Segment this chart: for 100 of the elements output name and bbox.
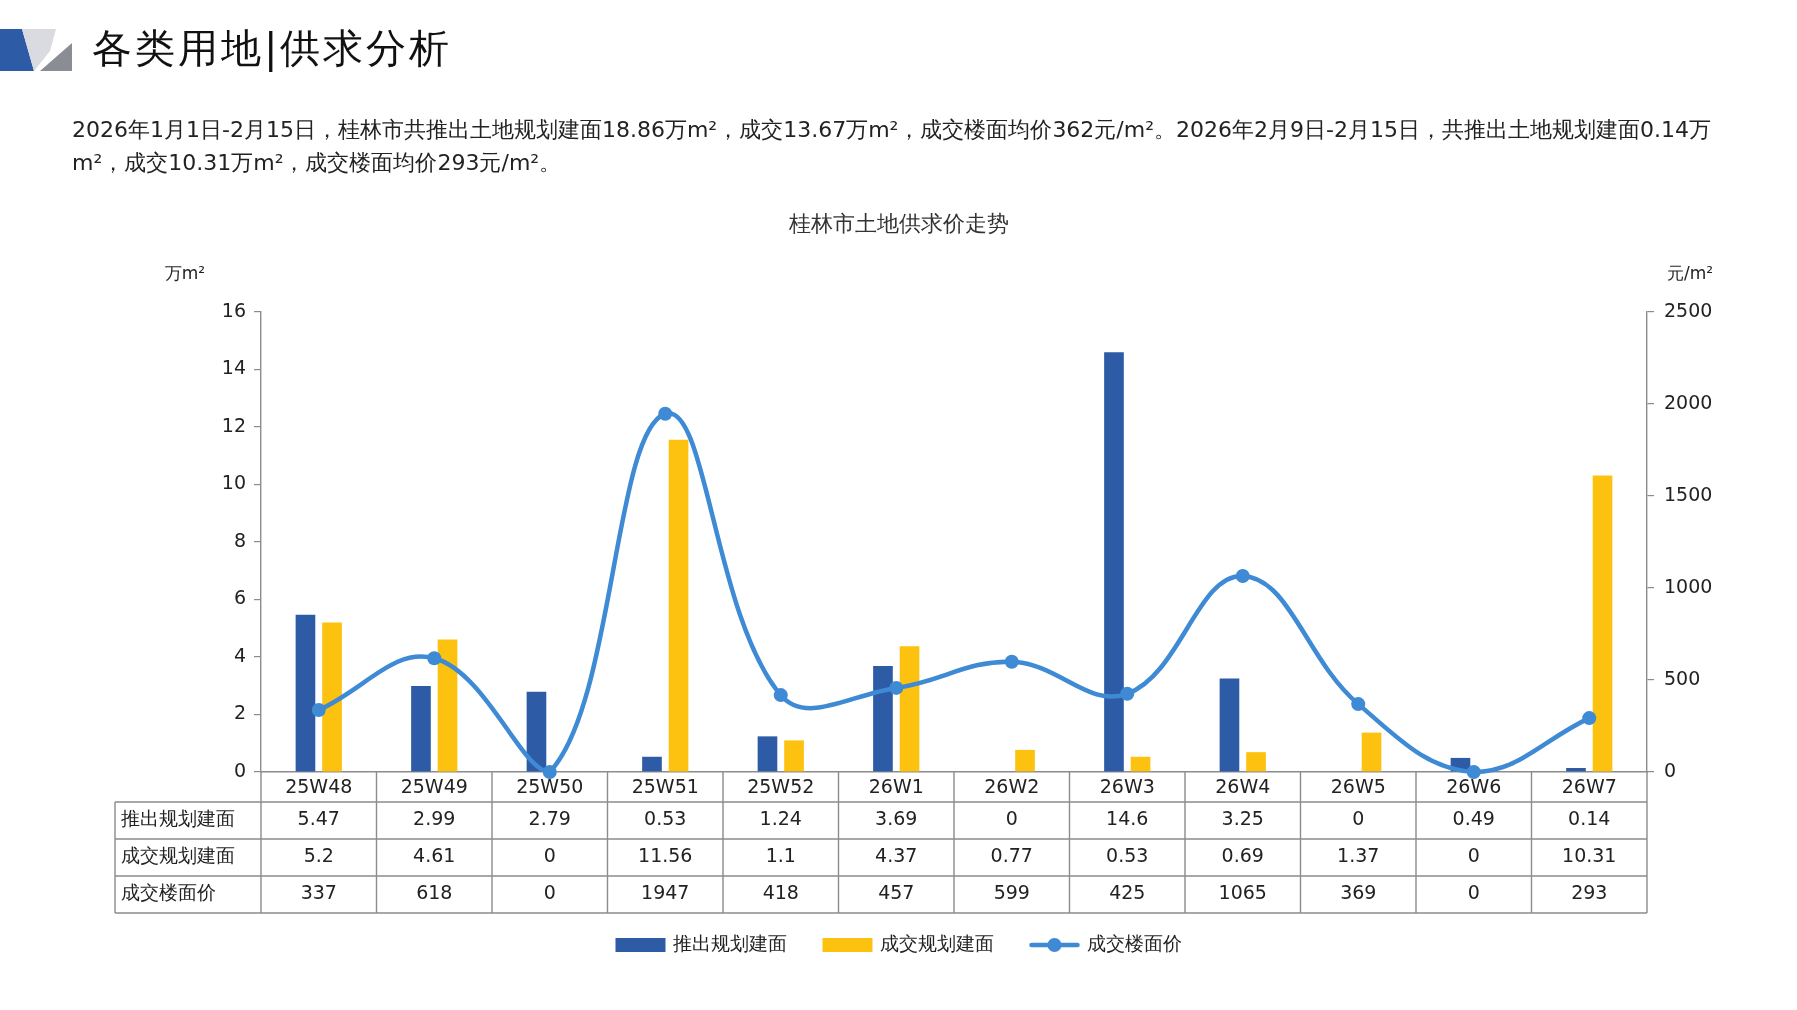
data-label: 0 (1005, 807, 1018, 830)
x-tick-label: 26W5 (1330, 775, 1386, 798)
bar (784, 740, 804, 772)
x-tick-label: 25W48 (285, 775, 353, 798)
y-tick-label: 6 (233, 586, 246, 609)
x-tick-label: 26W3 (1099, 775, 1155, 798)
data-label: 5.2 (303, 844, 334, 867)
y2-tick-label: 0 (1664, 758, 1677, 781)
data-label: 14.6 (1106, 807, 1149, 830)
point (1004, 654, 1019, 669)
y-tick-label: 4 (233, 643, 246, 666)
point (1351, 697, 1366, 712)
chart-subtitle: 2026年1月1日-2月15日，桂林市共推出土地规划建面18.86万m²，成交13.67万m²，成交楼面均价362元/m²。2026年2月9日-2月15日，共推出土地规划建面0.14万m²，成交10.31万m²，成交楼面均价293元/m²。 (72, 116, 1712, 177)
chart-title: 桂林市土地供求价走势 (787, 210, 1009, 236)
bar (295, 614, 316, 772)
data-label: 0 (1467, 844, 1480, 867)
data-label: 1.37 (1337, 844, 1380, 867)
bar (1104, 352, 1124, 772)
data-label: 10.31 (1562, 844, 1617, 867)
y2-tick-label: 2000 (1664, 390, 1713, 413)
bar (322, 622, 342, 772)
x-tick-label: 25W49 (400, 775, 468, 798)
bar (899, 646, 920, 772)
data-label: 1065 (1218, 881, 1267, 904)
bar (437, 639, 458, 772)
y2-axis-title: 元/m² (1666, 263, 1714, 284)
x-tick-label: 26W2 (984, 775, 1040, 798)
point (1582, 711, 1597, 726)
data-label: 0.69 (1221, 844, 1264, 867)
bar (1592, 475, 1613, 772)
legend-label: 推出规划建面 (672, 931, 787, 954)
point (542, 765, 557, 779)
data-label: 4.37 (875, 844, 918, 867)
bar (642, 756, 662, 772)
data-label: 5.47 (297, 807, 340, 830)
y2-tick-label: 2500 (1664, 298, 1713, 321)
x-tick-label: 25W51 (631, 775, 699, 798)
point (1120, 686, 1135, 701)
bar (757, 736, 778, 772)
point (427, 651, 442, 666)
bar (411, 686, 431, 772)
data-label: 0.49 (1452, 807, 1495, 830)
data-label: 0.77 (990, 844, 1033, 867)
data-label: 0 (543, 881, 556, 904)
y2-tick-label: 1000 (1664, 574, 1713, 597)
bar (1361, 732, 1382, 772)
data-label: 0 (1352, 807, 1365, 830)
data-label: 1947 (641, 881, 690, 904)
data-label: 369 (1340, 881, 1377, 904)
data-label: 0 (543, 844, 556, 867)
data-label: 2.99 (413, 807, 456, 830)
point (1466, 765, 1481, 779)
data-label: 337 (300, 881, 337, 904)
x-tick-label: 25W50 (516, 775, 584, 798)
data-label: 4.61 (413, 844, 456, 867)
legend-label: 成交楼面价 (1086, 931, 1182, 954)
data-label: 425 (1109, 881, 1146, 904)
data-label: 457 (878, 881, 915, 904)
data-label: 0.14 (1568, 807, 1611, 830)
y-axis-title: 万m² (164, 263, 206, 284)
point (311, 702, 326, 717)
y2-tick-label: 500 (1664, 666, 1701, 689)
y-tick-label: 0 (233, 758, 246, 781)
point (1235, 569, 1250, 584)
data-label: 1.1 (765, 844, 796, 867)
y-tick-label: 16 (221, 298, 246, 321)
bar (668, 439, 689, 772)
data-label: 3.25 (1221, 807, 1264, 830)
data-label: 418 (762, 881, 799, 904)
data-label: 3.69 (875, 807, 918, 830)
x-tick-label: 26W7 (1561, 775, 1617, 798)
y-tick-label: 10 (221, 471, 246, 494)
point (773, 688, 788, 703)
data-label: 0.53 (644, 807, 687, 830)
x-tick-label: 26W4 (1215, 775, 1271, 798)
text: 推出规划建面 (121, 807, 235, 830)
data-label: 293 (1571, 881, 1608, 904)
data-label: 599 (993, 881, 1030, 904)
y-tick-label: 12 (221, 413, 246, 436)
x-tick-label: 25W52 (747, 775, 815, 798)
x-tick-label: 26W1 (868, 775, 924, 798)
point (658, 406, 673, 421)
y-tick-label: 14 (221, 356, 246, 379)
data-label: 0.53 (1106, 844, 1149, 867)
y-tick-label: 2 (233, 701, 246, 724)
bar (1219, 678, 1240, 772)
bar (1130, 756, 1151, 772)
text: 各类用地|供求分析 (92, 24, 453, 74)
y2-tick-label: 1500 (1664, 482, 1713, 505)
data-label: 618 (416, 881, 453, 904)
bar (873, 665, 893, 772)
y-tick-label: 8 (233, 528, 246, 551)
x-tick-label: 26W6 (1446, 775, 1502, 798)
bar (1566, 767, 1586, 772)
text: 成交楼面价 (121, 881, 216, 904)
bar (1015, 749, 1035, 772)
data-label: 1.24 (759, 807, 802, 830)
point (889, 680, 904, 695)
data-label: 2.79 (528, 807, 571, 830)
legend-label: 成交规划建面 (879, 931, 994, 954)
